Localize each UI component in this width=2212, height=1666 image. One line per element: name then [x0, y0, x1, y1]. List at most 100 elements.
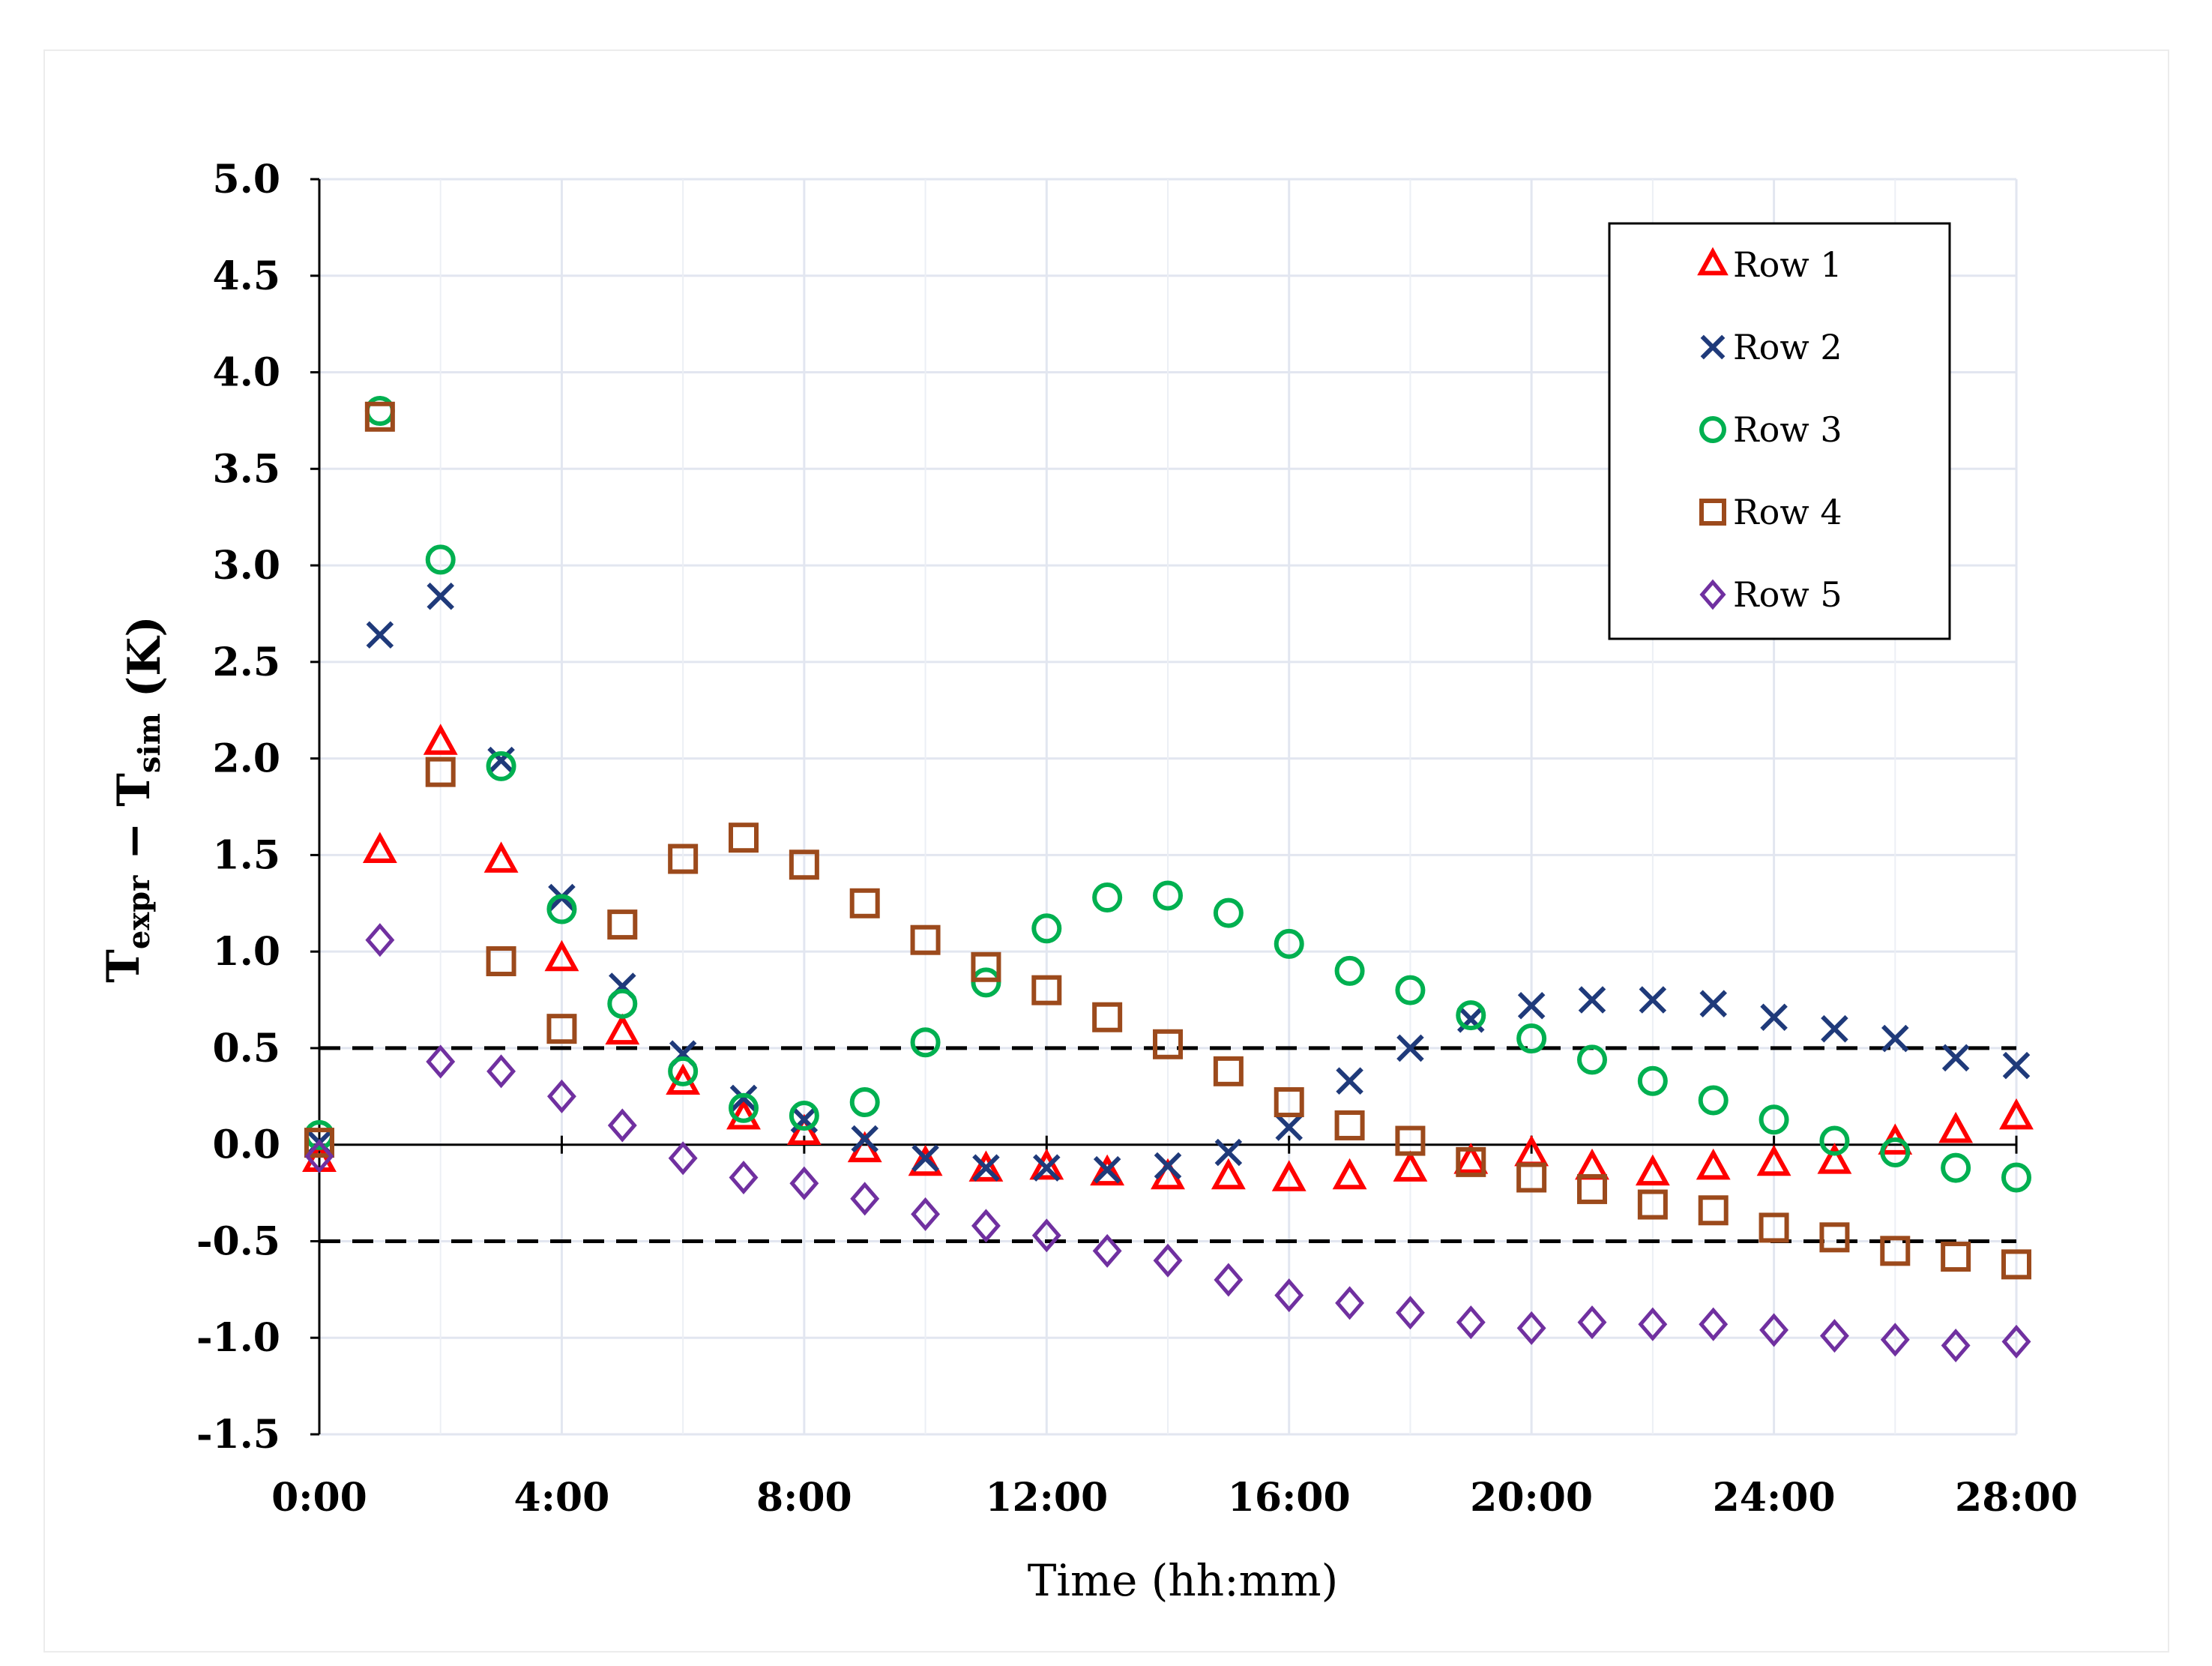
data-point	[1213, 897, 1244, 928]
data-point	[425, 544, 456, 575]
data-point	[789, 1101, 819, 1131]
legend-label: Row 2	[1733, 327, 1842, 367]
legend-marker	[1699, 579, 1726, 610]
data-point	[1336, 1067, 1363, 1095]
data-point	[1516, 1311, 1546, 1345]
data-point	[1275, 1113, 1303, 1141]
data-point	[1637, 1065, 1668, 1096]
data-point	[1637, 1189, 1668, 1220]
data-point	[849, 1087, 880, 1118]
marker-stroke	[1275, 1113, 1303, 1141]
marker-stroke	[729, 1084, 758, 1113]
data-point	[1274, 1278, 1304, 1313]
data-point	[487, 746, 515, 775]
legend-label: Row 1	[1733, 244, 1842, 285]
data-point	[486, 946, 516, 977]
data-point	[910, 924, 941, 955]
x-tick-label: 24:00	[1713, 1475, 1836, 1521]
data-point	[971, 967, 1001, 998]
data-point	[304, 1139, 334, 1173]
y-axis-title-part: T	[97, 949, 150, 983]
data-point	[1453, 1143, 1489, 1174]
data-point	[1756, 1144, 1791, 1176]
data-point	[1395, 975, 1426, 1005]
data-point	[1396, 1034, 1424, 1062]
data-point	[1456, 1305, 1486, 1340]
data-point	[1698, 1195, 1729, 1226]
data-point	[1332, 1158, 1367, 1190]
data-point	[1638, 1307, 1668, 1341]
data-point	[1211, 1158, 1246, 1190]
data-point	[1213, 1056, 1244, 1086]
data-point	[426, 1044, 456, 1079]
y-tick-label: 1.0	[213, 929, 280, 975]
data-point	[1517, 991, 1546, 1020]
data-point	[1760, 1003, 1788, 1031]
series-row-5	[304, 923, 2031, 1363]
reference-lines	[319, 1046, 2016, 1243]
marker-stroke	[2002, 1051, 2031, 1080]
data-point	[908, 1144, 943, 1176]
data-point	[1516, 1023, 1547, 1054]
x-tick-label: 4:00	[514, 1475, 610, 1521]
data-point	[1880, 1137, 1911, 1167]
marker-stroke	[366, 621, 394, 649]
data-point	[911, 1197, 941, 1231]
marker-stroke	[1700, 334, 1726, 360]
data-point	[1456, 1000, 1486, 1031]
data-point	[729, 1084, 758, 1113]
data-point	[607, 909, 638, 940]
marker-stroke	[1336, 1067, 1363, 1095]
x-tick-label: 16:00	[1228, 1475, 1351, 1521]
data-point	[971, 1209, 1001, 1243]
data-point	[1819, 1222, 1850, 1253]
data-point	[2002, 1051, 2031, 1080]
data-point	[1941, 1242, 1971, 1272]
y-tick-label: 3.5	[213, 446, 280, 492]
y-tick-label: 0.0	[213, 1122, 280, 1168]
data-point	[1031, 975, 1062, 1005]
data-point	[2001, 1162, 2031, 1193]
data-point	[1578, 986, 1606, 1014]
y-axis-title-part: − T	[108, 773, 160, 876]
legend-label: Row 4	[1733, 492, 1842, 532]
data-point	[546, 1014, 577, 1044]
data-point	[364, 401, 395, 432]
data-point	[668, 843, 699, 874]
marker-stroke	[1639, 986, 1667, 1014]
data-point	[1154, 1152, 1182, 1180]
data-point	[2001, 1324, 2031, 1359]
data-point	[1821, 1014, 1848, 1043]
series-row-3	[304, 396, 2031, 1193]
legend-marker	[1697, 247, 1729, 276]
data-point	[1577, 1305, 1607, 1340]
data-point	[911, 1144, 939, 1172]
y-axis-title-part: (K)	[118, 616, 171, 713]
scatter-chart: -1.5 -1.0 -0.5 0.0 0.5 1.0 1.5 2.0 2.5 3.0 3.5 4.0 4…	[97, 157, 2078, 1606]
data-point	[486, 1054, 516, 1089]
legend-item: Row 1	[1697, 244, 1842, 285]
data-point	[546, 894, 577, 924]
x-tick-label: 8:00	[756, 1475, 852, 1521]
legend-item: Row 5	[1699, 574, 1842, 615]
data-point	[1029, 1148, 1064, 1180]
data-point	[304, 1128, 334, 1158]
data-point	[1335, 1286, 1365, 1320]
data-point	[910, 1027, 941, 1058]
data-point	[1696, 1148, 1731, 1180]
data-point	[1274, 928, 1304, 959]
y-tick-label: 3.0	[213, 543, 280, 589]
marker-stroke	[1154, 1152, 1182, 1180]
data-point	[1698, 1085, 1729, 1116]
data-point	[1334, 1110, 1365, 1140]
grid	[318, 178, 2018, 1436]
y-tick-label: 4.5	[213, 253, 280, 299]
x-tick-label: 0:00	[271, 1475, 367, 1521]
data-point	[1456, 1146, 1486, 1177]
data-point	[851, 1125, 879, 1153]
y-tick-label: -0.5	[196, 1218, 280, 1264]
marker-stroke	[1941, 1044, 1970, 1072]
data-point	[729, 1160, 759, 1194]
data-point	[668, 1056, 699, 1086]
data-point	[1938, 1111, 1974, 1143]
